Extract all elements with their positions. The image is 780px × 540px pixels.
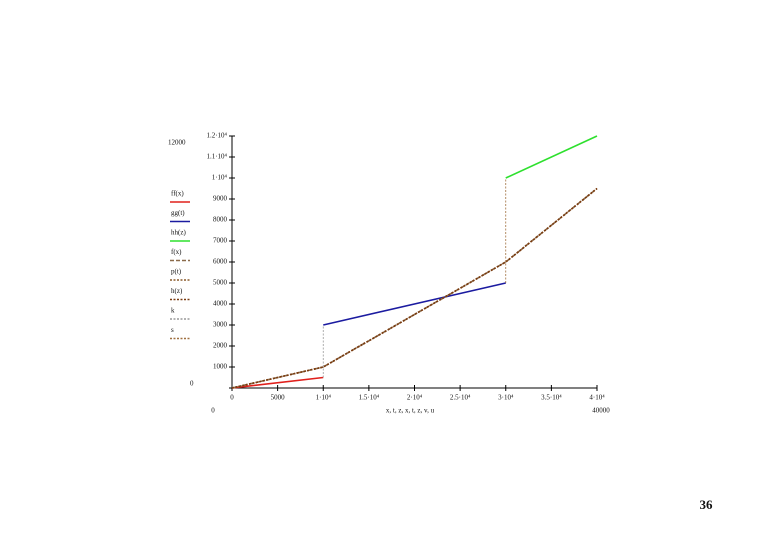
series-line (231, 376, 324, 389)
x-axis-label: x, t, z, x, t, z, v, u (386, 407, 435, 415)
page-number: 36 (700, 497, 714, 512)
x-limit-label: 40000 (592, 407, 610, 415)
legend-label: s (171, 326, 174, 334)
y-limit-label: 12000 (168, 139, 186, 147)
legend-label: ff(x) (171, 190, 184, 198)
y-tick-label: 2000 (213, 342, 228, 350)
x-tick-label: 1·10⁴ (316, 394, 332, 402)
x-tick-label: 1.5·10⁴ (359, 394, 380, 402)
x-tick-label: 2·10⁴ (407, 394, 423, 402)
y-tick-label: 1.2·10⁴ (206, 132, 227, 140)
legend-label: p(t) (171, 268, 182, 276)
series-line (231, 187, 598, 389)
series-line (505, 135, 598, 179)
series-line (231, 187, 598, 389)
y-tick-label: 1·10⁴ (212, 174, 228, 182)
y-tick-label: 6000 (213, 258, 228, 266)
legend-label: hh(z) (171, 229, 186, 237)
y-tick-label: 7000 (213, 237, 228, 245)
legend-label: f(x) (171, 248, 182, 256)
legend-label: h(z) (171, 287, 183, 295)
legend-label: k (171, 307, 175, 315)
x-tick-label: 3.5·10⁴ (541, 394, 562, 402)
x-tick-label: 4·10⁴ (589, 394, 605, 402)
x-tick-label: 3·10⁴ (498, 394, 514, 402)
y-tick-label: 9000 (213, 195, 228, 203)
x-tick-label: 2.5·10⁴ (450, 394, 471, 402)
y-tick-label: 1.1·10⁴ (206, 153, 227, 161)
y-tick-label: 4000 (213, 300, 228, 308)
y-limit-label: 0 (190, 380, 194, 388)
x-tick-label: 0 (230, 394, 234, 402)
x-tick-label: 5000 (271, 394, 286, 402)
y-tick-label: 5000 (213, 279, 228, 287)
x-limit-label: 0 (211, 407, 215, 415)
series-line (231, 187, 598, 389)
legend-label: gg(t) (171, 209, 185, 217)
y-tick-label: 3000 (213, 321, 228, 329)
y-tick-label: 8000 (213, 216, 228, 224)
series-line (323, 282, 506, 326)
y-tick-label: 1000 (213, 363, 228, 371)
